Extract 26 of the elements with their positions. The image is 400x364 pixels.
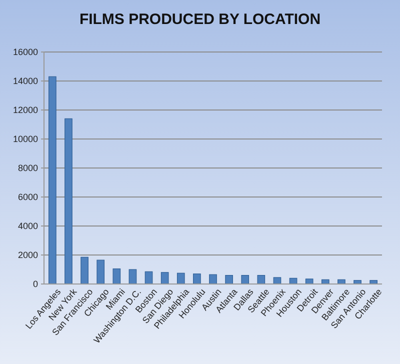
bar — [225, 275, 233, 284]
bar — [273, 277, 282, 284]
y-tick-label: 10000 — [12, 134, 38, 144]
bar — [193, 274, 201, 284]
y-tick-label: 14000 — [12, 76, 38, 86]
bar — [64, 118, 72, 284]
y-tick-label: 6000 — [18, 192, 38, 202]
y-tick-label: 2000 — [18, 250, 38, 260]
chart-title: FILMS PRODUCED BY LOCATION — [79, 11, 321, 28]
y-tick-label: 0 — [32, 278, 38, 289]
y-tick-label: 4000 — [18, 220, 38, 231]
bar — [144, 271, 153, 284]
bar — [241, 275, 250, 284]
bar — [96, 260, 105, 284]
bar — [128, 269, 137, 284]
bar — [305, 278, 314, 284]
y-tick-label: 16000 — [12, 46, 38, 57]
y-tick-label: 8000 — [18, 162, 38, 173]
bar — [48, 76, 56, 284]
bar — [160, 272, 169, 284]
bar — [257, 275, 266, 284]
bar — [80, 256, 88, 284]
bar — [112, 268, 121, 284]
bar — [209, 274, 217, 284]
bar — [176, 272, 185, 284]
y-tick-label: 12000 — [12, 104, 38, 115]
